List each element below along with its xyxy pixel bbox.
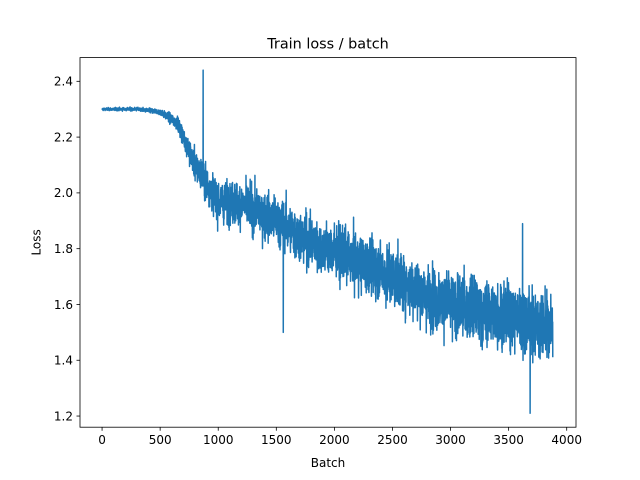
y-tick-label: 2.2 [54,130,73,144]
y-tick-label: 1.2 [54,409,73,423]
x-axis: 0 500 1000 1500 2000 2500 3000 3500 4000 [98,427,582,447]
y-tick-label: 2.4 [54,75,73,89]
x-tick-label: 0 [98,433,106,447]
x-tick-label: 3000 [435,433,466,447]
x-tick-label: 1500 [261,433,292,447]
x-tick-label: 3500 [493,433,524,447]
x-tick-label: 2000 [319,433,350,447]
y-axis: 1.2 1.4 1.6 1.8 2.0 2.2 2.4 [54,75,80,423]
axes-frame [79,57,577,428]
x-tick-label: 4000 [551,433,582,447]
x-tick-label: 1000 [203,433,234,447]
x-tick-label: 2500 [377,433,408,447]
chart-title: Train loss / batch [266,37,389,53]
x-tick-label: 500 [149,433,172,447]
y-axis-label: Loss [30,229,44,255]
loss-series-line [101,69,554,414]
y-tick-label: 1.6 [54,298,73,312]
y-tick-label: 2.0 [54,186,73,200]
y-tick-label: 1.4 [54,354,73,368]
series-layer [101,69,554,414]
x-axis-label: Batch [311,456,346,470]
y-tick-label: 1.8 [54,242,73,256]
